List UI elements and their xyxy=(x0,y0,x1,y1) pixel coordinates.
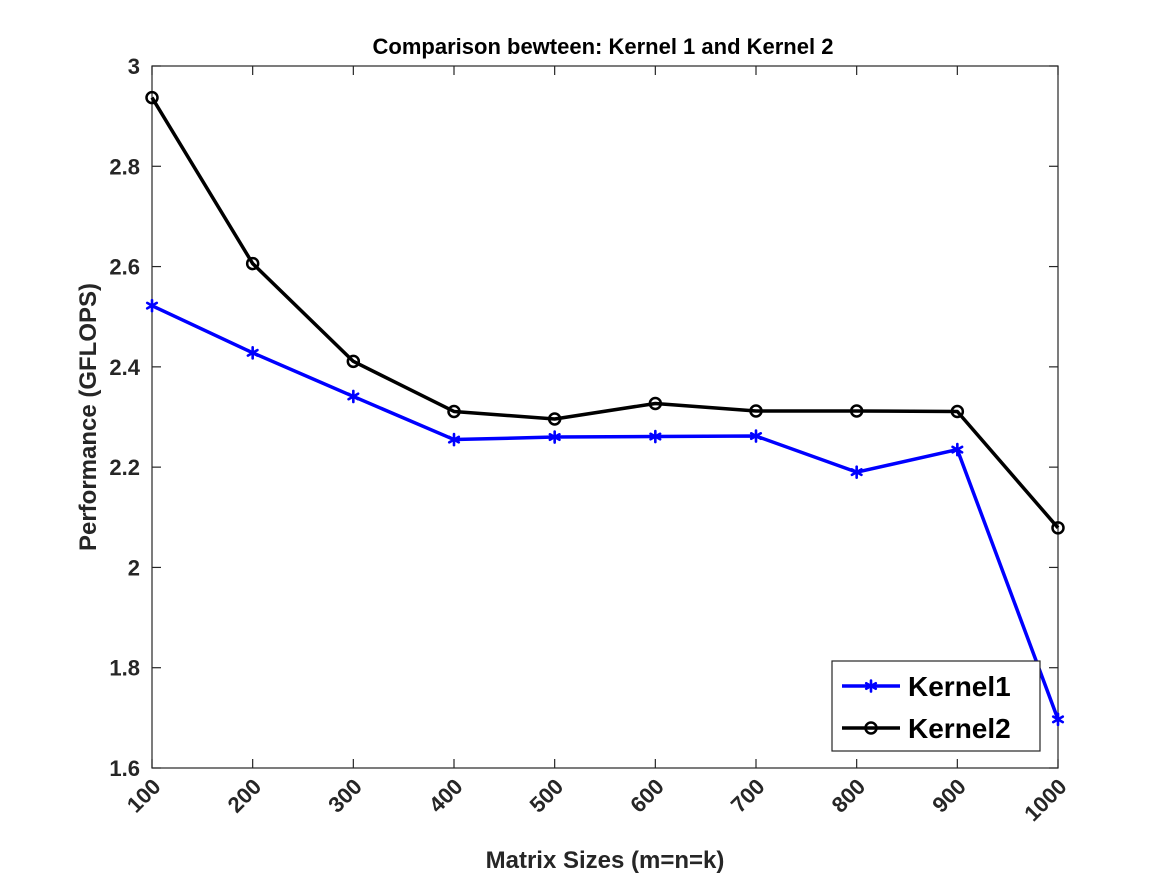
data-point-kernel1 xyxy=(749,429,763,443)
data-point-kernel1 xyxy=(145,298,159,313)
data-point-kernel1 xyxy=(347,389,360,404)
data-point-kernel2 xyxy=(245,256,260,271)
y-tick-label: 3 xyxy=(128,54,140,79)
y-tick-label: 1.6 xyxy=(109,756,140,781)
series-line-kernel2 xyxy=(150,96,1060,529)
data-point-kernel2 xyxy=(648,396,663,411)
data-point-kernel1 xyxy=(447,432,461,447)
series-layer xyxy=(145,90,1065,727)
data-point-kernel2 xyxy=(547,412,562,426)
data-point-kernel2 xyxy=(1051,521,1065,535)
x-axis-label: Matrix Sizes (m=n=k) xyxy=(486,847,725,874)
data-point-kernel1 xyxy=(951,442,964,457)
data-point-kernel1 xyxy=(649,429,662,444)
data-point-kernel2 xyxy=(749,404,763,418)
legend-entry-kernel2: Kernel2 xyxy=(842,713,1011,744)
data-point-kernel2 xyxy=(849,404,864,418)
data-point-kernel2 xyxy=(447,404,461,419)
legend-entry-kernel1: Kernel1 xyxy=(842,671,1011,702)
y-tick-label: 1.8 xyxy=(109,656,140,681)
legend-marker xyxy=(864,679,878,693)
y-tick-label: 2.6 xyxy=(109,255,140,280)
data-point-kernel1 xyxy=(850,465,863,479)
data-point-kernel2 xyxy=(145,90,159,105)
y-tick-label: 2.2 xyxy=(109,455,140,480)
legend: Kernel1 Kernel2 xyxy=(831,660,1041,752)
series-kernel1 xyxy=(145,298,1065,727)
legend-label: Kernel1 xyxy=(908,671,1011,702)
y-tick-label: 2.4 xyxy=(109,355,140,380)
legend-label: Kernel2 xyxy=(908,713,1011,744)
y-tick-label: 2 xyxy=(128,555,140,580)
plot-area xyxy=(151,65,1059,769)
y-axis-label: Performance (GFLOPS) xyxy=(75,283,102,551)
data-point-kernel1 xyxy=(548,430,561,444)
data-point-kernel1 xyxy=(1051,712,1065,727)
data-point-kernel1 xyxy=(246,346,259,360)
series-line-kernel1 xyxy=(151,304,1060,720)
series-kernel2 xyxy=(145,90,1065,535)
data-point-kernel2 xyxy=(950,404,965,419)
y-axis: 1.6 1.8 2 2.2 2.4 2.6 2.8 3 xyxy=(109,54,1058,781)
y-tick-label: 2.8 xyxy=(109,154,140,179)
legend-box xyxy=(831,660,1041,752)
data-point-kernel2 xyxy=(346,354,361,369)
legend-marker xyxy=(864,721,878,735)
chart-title: Comparison bewteen: Kernel 1 and Kernel … xyxy=(373,34,834,59)
